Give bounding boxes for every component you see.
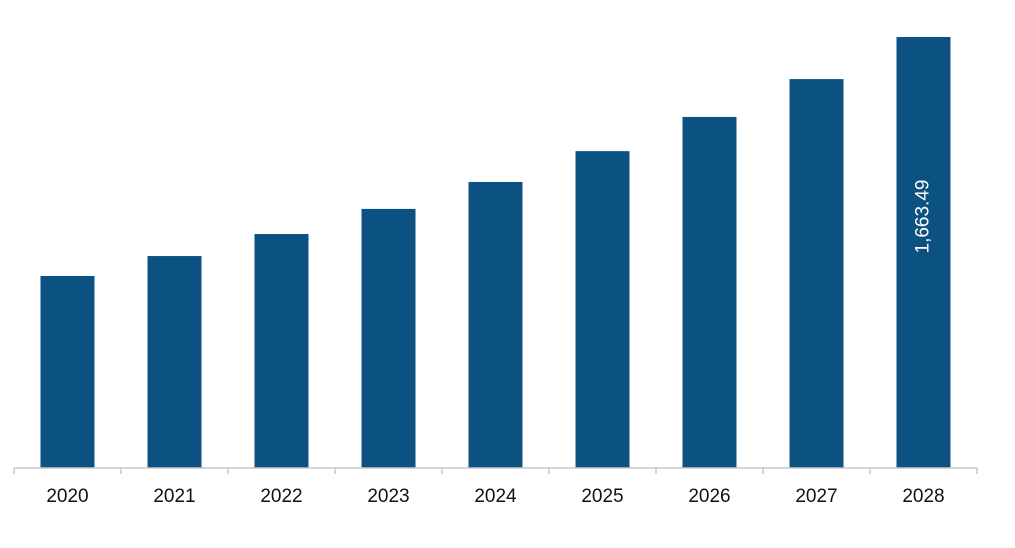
- bar: [147, 256, 202, 468]
- bar: [575, 151, 630, 468]
- x-tick-label: 2026: [688, 486, 730, 507]
- x-tick-label: 2020: [46, 486, 88, 507]
- value-label: 1,663.49: [913, 180, 934, 254]
- x-tick-label: 2023: [367, 486, 409, 507]
- x-tick-label: 2024: [474, 486, 517, 507]
- bar: [468, 181, 523, 469]
- x-tick-label: 2025: [581, 486, 623, 507]
- x-tick-label: 2028: [902, 486, 944, 507]
- x-tick-label: 2022: [260, 486, 302, 507]
- bar: [40, 276, 95, 468]
- bar: [896, 37, 951, 468]
- x-tick-label: 2021: [153, 486, 195, 507]
- bar: [682, 116, 737, 468]
- x-tick-label: 2027: [795, 486, 837, 507]
- bar: [254, 234, 309, 468]
- bar: [361, 208, 416, 468]
- bar: [789, 79, 844, 468]
